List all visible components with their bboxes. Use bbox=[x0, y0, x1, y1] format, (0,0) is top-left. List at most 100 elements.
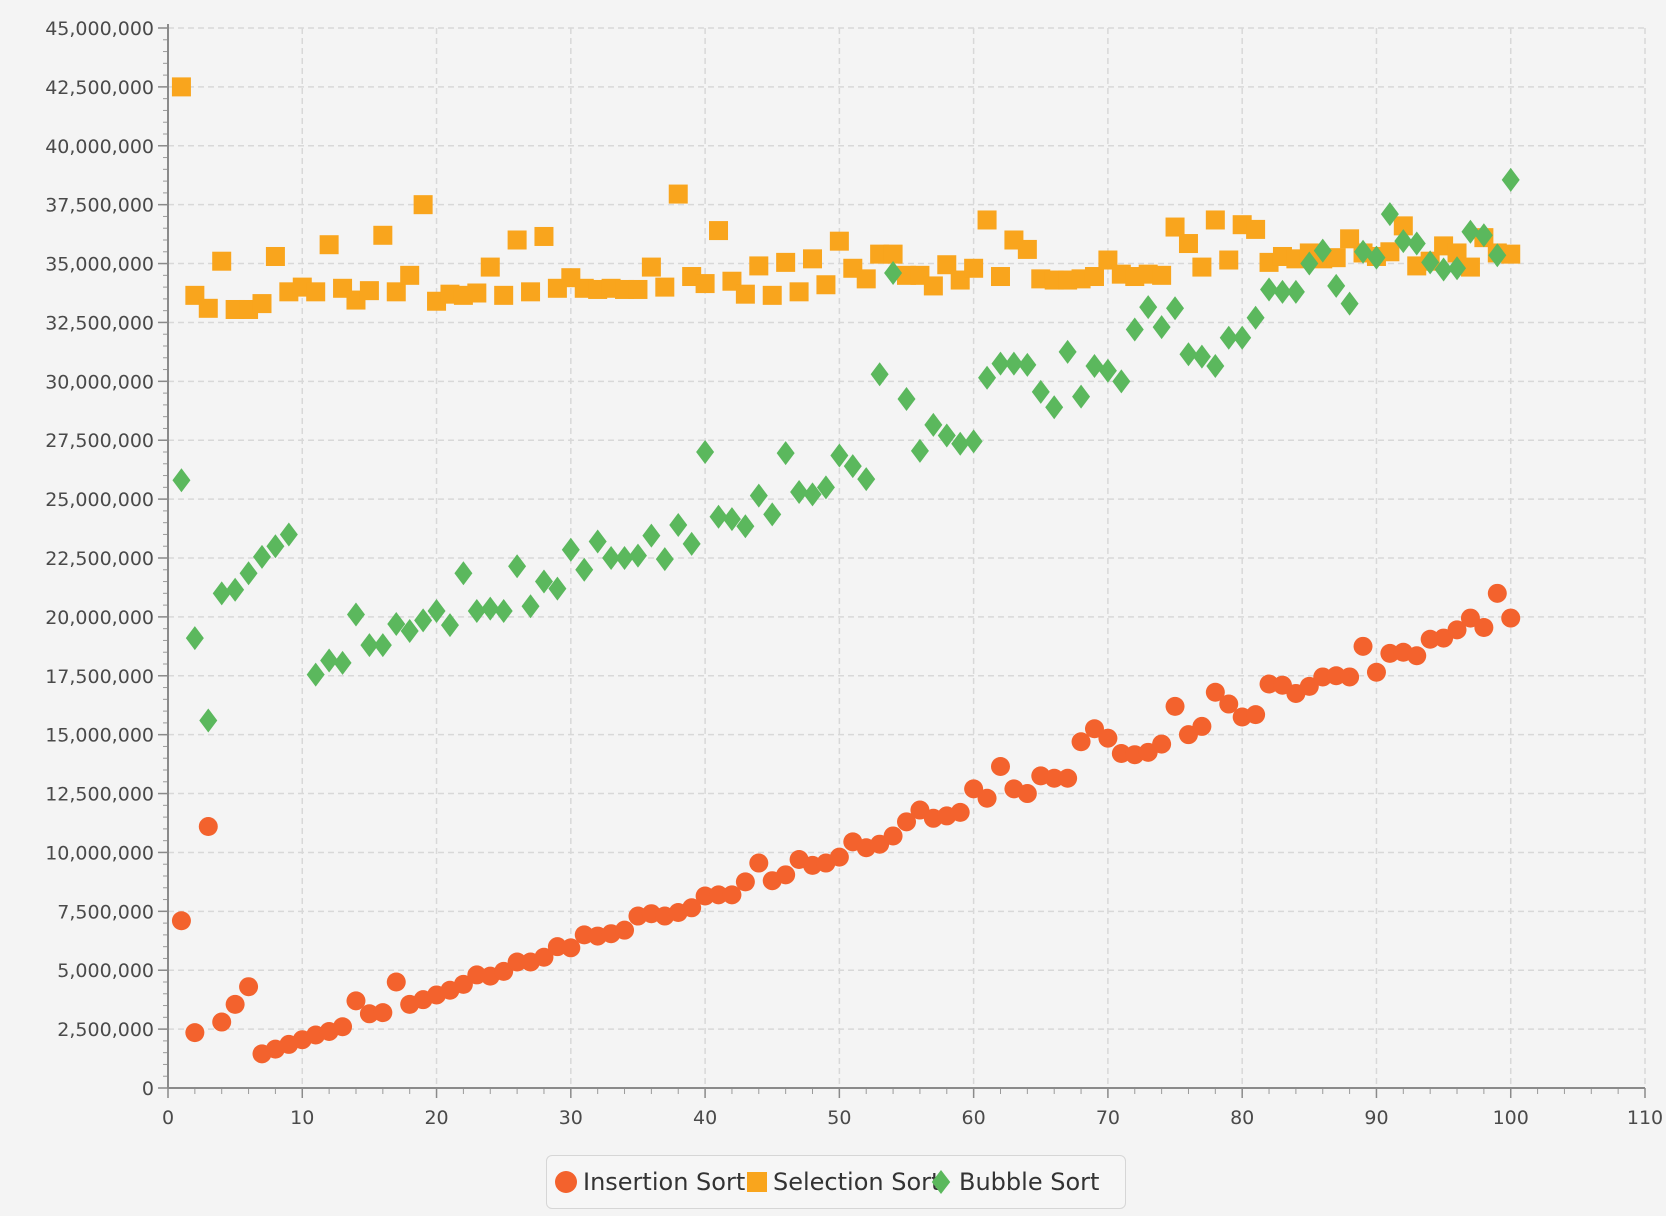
bubble-sort-point bbox=[628, 543, 647, 568]
bubble-sort-point bbox=[521, 594, 540, 619]
bubble-sort-point bbox=[400, 619, 419, 644]
bubble-sort-point bbox=[964, 429, 983, 454]
x-tick-label: 60 bbox=[962, 1107, 986, 1129]
insertion-sort-point bbox=[1098, 728, 1118, 748]
insertion-sort-point bbox=[776, 865, 796, 885]
insertion-sort-point bbox=[1205, 682, 1225, 702]
bubble-sort-point bbox=[1166, 296, 1185, 321]
bubble-sort-point bbox=[333, 650, 352, 675]
selection-sort-point bbox=[735, 284, 755, 304]
bubble-sort-point bbox=[575, 557, 594, 582]
bubble-sort-point bbox=[1219, 325, 1238, 350]
selection-sort-point bbox=[413, 195, 433, 215]
selection-sort-point bbox=[695, 274, 715, 294]
selection-sort-point bbox=[252, 294, 272, 314]
insertion-sort-point bbox=[1460, 608, 1480, 628]
insertion-sort-point bbox=[1487, 583, 1507, 603]
bubble-sort-point bbox=[1179, 342, 1198, 367]
selection-sort-point bbox=[776, 252, 796, 272]
y-tick-label: 40,000,000 bbox=[45, 136, 154, 158]
bubble-sort-point bbox=[1112, 369, 1131, 394]
y-tick-label: 2,500,000 bbox=[57, 1019, 154, 1041]
y-tick-label: 27,500,000 bbox=[45, 430, 154, 452]
insertion-sort-point bbox=[1447, 620, 1467, 640]
insertion-sort-point bbox=[1340, 667, 1360, 687]
insertion-sort-point bbox=[1017, 784, 1037, 804]
selection-sort-point bbox=[749, 256, 769, 276]
bubble-sort-point bbox=[816, 475, 835, 500]
bubble-sort-point bbox=[830, 443, 849, 468]
insertion-sort-point bbox=[964, 779, 984, 799]
bubble-sort-point bbox=[1380, 202, 1399, 227]
insertion-sort-point bbox=[1246, 705, 1266, 725]
bubble-sort-point bbox=[1340, 291, 1359, 316]
bubble-sort-point bbox=[736, 514, 755, 539]
insertion-sort-point bbox=[185, 1023, 205, 1043]
bubble-sort-point bbox=[951, 431, 970, 456]
bubble-sort-point bbox=[1260, 277, 1279, 302]
bubble-sort-point bbox=[669, 513, 688, 538]
bubble-sort-point bbox=[467, 599, 486, 623]
selection-sort-point bbox=[480, 257, 500, 277]
selection-sort-point bbox=[977, 210, 997, 230]
bubble-sort-point bbox=[454, 561, 473, 586]
bubble-sort-point bbox=[1488, 243, 1507, 268]
selection-sort-point bbox=[400, 265, 420, 285]
circle-icon bbox=[555, 1171, 577, 1193]
selection-sort-point bbox=[856, 269, 876, 289]
selection-sort-point bbox=[1152, 265, 1172, 285]
selection-sort-point bbox=[990, 267, 1010, 287]
bubble-sort-point bbox=[803, 482, 822, 507]
bubble-sort-point bbox=[615, 546, 634, 570]
bubble-sort-point bbox=[857, 467, 876, 492]
insertion-sort-point bbox=[1353, 636, 1373, 656]
selection-sort-point bbox=[923, 276, 943, 296]
selection-sort-point bbox=[306, 282, 326, 302]
bubble-sort-point bbox=[722, 507, 741, 532]
bubble-sort-point bbox=[776, 441, 795, 466]
insertion-sort-point bbox=[346, 991, 366, 1011]
legend-item-bubble-sort: Bubble Sort bbox=[929, 1156, 1099, 1208]
selection-sort-point bbox=[1192, 257, 1212, 277]
x-tick-label: 20 bbox=[424, 1107, 448, 1129]
insertion-sort-point bbox=[507, 952, 527, 972]
bubble-sort-point bbox=[1286, 279, 1305, 304]
bubble-sort-point bbox=[1407, 231, 1426, 256]
selection-sort-point bbox=[1326, 248, 1346, 268]
bubble-sort-point bbox=[346, 602, 365, 627]
selection-sort-point bbox=[507, 230, 527, 250]
x-tick-label: 80 bbox=[1230, 1107, 1254, 1129]
bubble-sort-point bbox=[749, 483, 768, 508]
bubble-sort-point bbox=[373, 633, 392, 658]
y-tick-label: 45,000,000 bbox=[45, 18, 154, 40]
y-tick-label: 22,500,000 bbox=[45, 548, 154, 570]
bubble-sort-point bbox=[843, 454, 862, 479]
selection-sort-point bbox=[1084, 267, 1104, 287]
selection-sort-point bbox=[265, 246, 285, 266]
insertion-sort-point bbox=[990, 756, 1010, 776]
selection-sort-point bbox=[467, 283, 487, 303]
selection-sort-point bbox=[373, 225, 393, 245]
bubble-sort-point bbox=[360, 633, 379, 658]
bubble-sort-point bbox=[790, 480, 809, 505]
selection-sort-point bbox=[964, 258, 984, 278]
selection-sort-point bbox=[1501, 244, 1521, 264]
bubble-sort-point bbox=[1421, 250, 1440, 275]
bubble-sort-point bbox=[1058, 339, 1077, 364]
selection-sort-point bbox=[319, 235, 339, 255]
bubble-sort-point bbox=[387, 611, 406, 636]
selection-sort-point bbox=[937, 255, 957, 275]
legend-item-selection-sort: Selection Sort bbox=[747, 1156, 940, 1208]
selection-sort-point bbox=[803, 249, 823, 269]
selection-sort-point bbox=[494, 285, 514, 305]
bubble-sort-point bbox=[1474, 223, 1493, 248]
insertion-sort-point bbox=[950, 802, 970, 822]
bubble-sort-point bbox=[1434, 257, 1453, 282]
x-tick-label: 70 bbox=[1096, 1107, 1120, 1129]
bubble-sort-point bbox=[1045, 395, 1064, 420]
bubble-sort-point bbox=[1139, 295, 1158, 320]
bubble-sort-point bbox=[561, 537, 580, 562]
insertion-sort-point bbox=[709, 885, 729, 905]
bubble-sort-point bbox=[1394, 229, 1413, 254]
bubble-sort-point bbox=[534, 569, 553, 594]
